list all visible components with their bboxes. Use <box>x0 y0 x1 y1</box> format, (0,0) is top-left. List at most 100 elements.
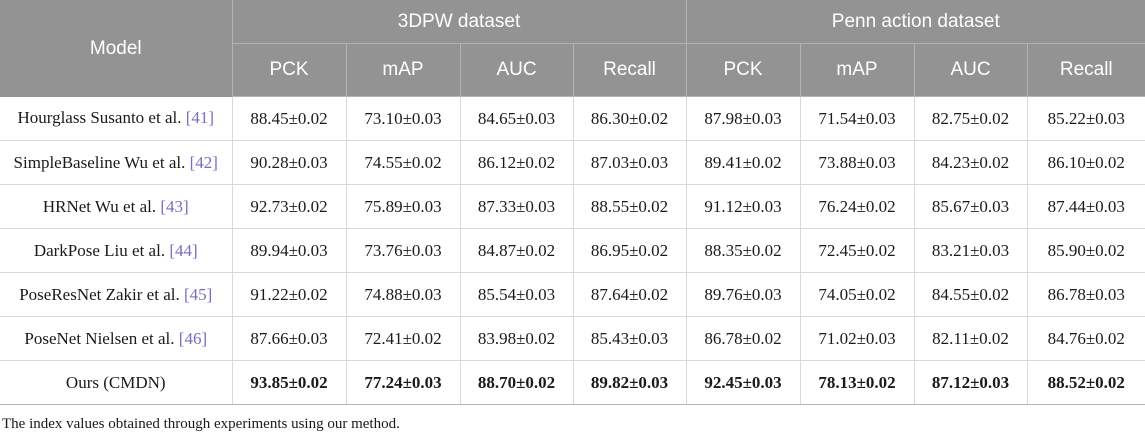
metric-value-cell: 87.12±0.03 <box>914 360 1028 405</box>
metric-value-cell: 85.67±0.03 <box>914 184 1028 229</box>
metric-value-cell: 87.44±0.03 <box>1027 184 1145 229</box>
metric-value-cell: 86.10±0.02 <box>1027 140 1145 185</box>
model-name-cell: SimpleBaseline Wu et al. [42] <box>0 140 233 185</box>
metric-value-cell: 72.41±0.02 <box>346 316 461 361</box>
metric-value-cell: 84.76±0.02 <box>1027 316 1145 361</box>
metric-value-cell: 84.87±0.02 <box>460 228 574 273</box>
header-group-row: Model 3DPW dataset Penn action dataset <box>0 0 1145 97</box>
model-name-label: SimpleBaseline Wu et al. <box>13 152 186 172</box>
metric-value-cell: 85.43±0.03 <box>573 316 687 361</box>
metric-value-cell: 88.70±0.02 <box>460 360 574 405</box>
metric-value-cell: 71.02±0.03 <box>800 316 915 361</box>
model-name-label: PoseResNet Zakir et al. <box>19 284 180 304</box>
metric-value-cell: 86.95±0.02 <box>573 228 687 273</box>
model-name-label: DarkPose Liu et al. <box>33 240 166 260</box>
table-row: PoseResNet Zakir et al. [45] 91.22±0.02 74… <box>0 272 1145 317</box>
metric-value-cell: 83.98±0.02 <box>460 316 574 361</box>
metric-value-cell: 89.94±0.03 <box>232 228 347 273</box>
column-header-penn-pck: PCK <box>686 43 801 97</box>
table-row: Ours (CMDN) 93.85±0.02 77.24±0.03 88.70±0.0… <box>0 360 1145 405</box>
metric-value-cell: 92.73±0.02 <box>232 184 347 229</box>
metric-value-cell: 86.78±0.03 <box>1027 272 1145 317</box>
metric-value-cell: 88.35±0.02 <box>686 228 801 273</box>
column-header-penn-recall: Recall <box>1027 43 1145 97</box>
table-row: SimpleBaseline Wu et al. [42] 90.28±0.03 7… <box>0 140 1145 185</box>
column-header-penn-auc: AUC <box>914 43 1028 97</box>
table-row: Hourglass Susanto et al. [41] 88.45±0.02 7… <box>0 96 1145 141</box>
table-row: DarkPose Liu et al. [44] 89.94±0.03 73.76±… <box>0 228 1145 273</box>
column-group-header-3dpw: 3DPW dataset <box>232 0 687 44</box>
table-header: Model 3DPW dataset Penn action dataset P… <box>0 0 1145 97</box>
metric-value-cell: 75.89±0.03 <box>346 184 461 229</box>
reference-link[interactable]: [46] <box>178 328 208 348</box>
metric-value-cell: 86.78±0.02 <box>686 316 801 361</box>
metric-value-cell: 92.45±0.03 <box>686 360 801 405</box>
metric-value-cell: 73.76±0.03 <box>346 228 461 273</box>
metric-value-cell: 74.88±0.03 <box>346 272 461 317</box>
metric-value-cell: 83.21±0.03 <box>914 228 1028 273</box>
metric-value-cell: 78.13±0.02 <box>800 360 915 405</box>
table-body: Hourglass Susanto et al. [41] 88.45±0.02 7… <box>0 96 1145 405</box>
metric-value-cell: 88.52±0.02 <box>1027 360 1145 405</box>
metric-value-cell: 89.82±0.03 <box>573 360 687 405</box>
table-row: HRNet Wu et al. [43] 92.73±0.02 75.89±0.03… <box>0 184 1145 229</box>
metric-value-cell: 84.65±0.03 <box>460 96 574 141</box>
results-table: Model 3DPW dataset Penn action dataset P… <box>0 0 1145 405</box>
metric-value-cell: 90.28±0.03 <box>232 140 347 185</box>
column-header-penn-map: mAP <box>800 43 915 97</box>
model-name-label: HRNet Wu et al. <box>42 196 157 216</box>
metric-value-cell: 77.24±0.03 <box>346 360 461 405</box>
metric-value-cell: 82.11±0.02 <box>914 316 1028 361</box>
metric-value-cell: 87.33±0.03 <box>460 184 574 229</box>
model-name-cell: PoseResNet Zakir et al. [45] <box>0 272 233 317</box>
column-group-header-penn-action: Penn action dataset <box>686 0 1145 44</box>
reference-link[interactable]: [41] <box>185 108 215 128</box>
model-name-label: Hourglass Susanto et al. <box>17 108 182 128</box>
metric-value-cell: 74.55±0.02 <box>346 140 461 185</box>
metric-value-cell: 72.45±0.02 <box>800 228 915 273</box>
metric-value-cell: 88.45±0.02 <box>232 96 347 141</box>
reference-link[interactable]: [43] <box>160 196 189 216</box>
metric-value-cell: 87.66±0.03 <box>232 316 347 361</box>
metric-value-cell: 87.64±0.02 <box>573 272 687 317</box>
metric-value-cell: 86.12±0.02 <box>460 140 574 185</box>
metric-value-cell: 73.10±0.03 <box>346 96 461 141</box>
column-header-3dpw-auc: AUC <box>460 43 574 97</box>
table-footnote: The index values obtained through experi… <box>2 416 400 432</box>
metric-value-cell: 84.23±0.02 <box>914 140 1028 185</box>
metric-value-cell: 89.41±0.02 <box>686 140 801 185</box>
metric-value-cell: 88.55±0.02 <box>573 184 687 229</box>
reference-link[interactable]: [42] <box>189 152 218 172</box>
model-name-cell: Hourglass Susanto et al. [41] <box>0 96 233 141</box>
column-header-model: Model <box>0 0 233 97</box>
metric-value-cell: 74.05±0.02 <box>800 272 915 317</box>
metric-value-cell: 89.76±0.03 <box>686 272 801 317</box>
column-header-3dpw-map: mAP <box>346 43 461 97</box>
model-name-label: Ours (CMDN) <box>65 372 166 392</box>
metric-value-cell: 84.55±0.02 <box>914 272 1028 317</box>
model-name-cell: DarkPose Liu et al. [44] <box>0 228 233 273</box>
metric-value-cell: 85.90±0.02 <box>1027 228 1145 273</box>
model-name-cell: HRNet Wu et al. [43] <box>0 184 233 229</box>
metric-value-cell: 91.12±0.03 <box>686 184 801 229</box>
reference-link[interactable]: [44] <box>169 240 198 260</box>
metric-value-cell: 91.22±0.02 <box>232 272 347 317</box>
metric-value-cell: 82.75±0.02 <box>914 96 1028 141</box>
column-header-3dpw-recall: Recall <box>573 43 687 97</box>
header-metric-row: PCK mAP AUC Recall PCK mAP AUC Recall <box>0 43 1145 97</box>
metric-value-cell: 73.88±0.03 <box>800 140 915 185</box>
metric-value-cell: 93.85±0.02 <box>232 360 347 405</box>
metric-value-cell: 86.30±0.02 <box>573 96 687 141</box>
metric-value-cell: 87.98±0.03 <box>686 96 801 141</box>
model-name-cell: Ours (CMDN) <box>0 360 233 405</box>
metric-value-cell: 85.54±0.03 <box>460 272 574 317</box>
metric-value-cell: 87.03±0.03 <box>573 140 687 185</box>
metric-value-cell: 76.24±0.02 <box>800 184 915 229</box>
model-name-label: PoseNet Nielsen et al. <box>24 328 175 348</box>
column-header-3dpw-pck: PCK <box>232 43 347 97</box>
reference-link[interactable]: [45] <box>183 284 213 304</box>
table-row: PoseNet Nielsen et al. [46] 87.66±0.03 72.… <box>0 316 1145 361</box>
model-name-cell: PoseNet Nielsen et al. [46] <box>0 316 233 361</box>
metric-value-cell: 85.22±0.03 <box>1027 96 1145 141</box>
